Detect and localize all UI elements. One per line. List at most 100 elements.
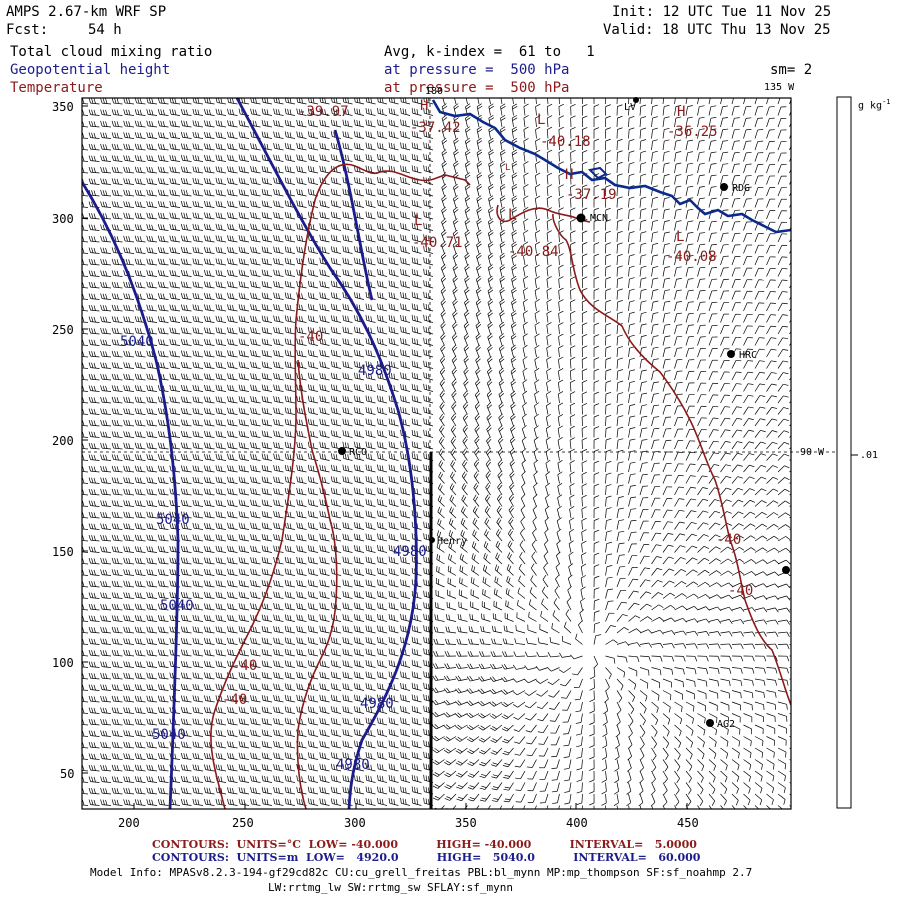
wind-barb [89,259,100,265]
wind-barb [353,120,365,127]
wind-barb [376,568,388,575]
wind-barb [721,312,730,324]
wind-barb [319,223,331,230]
wind-barb [342,637,354,644]
wind-barb [709,474,719,486]
wind-barb [686,631,698,638]
wind-barb [227,385,239,392]
wind-barb [146,385,158,391]
wind-barb [376,499,388,506]
wind-barb [547,265,553,277]
wind-barb [250,638,262,645]
wind-barb [100,155,111,161]
wind-barb [652,289,659,301]
wind-barb [617,231,623,242]
wind-barb [77,581,88,587]
wind-barb [606,151,611,162]
wind-barb [158,454,170,460]
wind-barb [215,166,227,173]
wind-barb [89,627,100,633]
wind-barb [755,499,767,510]
wind-barb [273,488,285,495]
wind-barb [112,201,123,207]
wind-barb [204,143,216,150]
wind-barb [755,105,763,117]
wind-barb [261,500,273,507]
wind-barb [330,373,342,380]
wind-barb [250,649,262,656]
wind-barb [273,603,285,610]
wind-barb [606,392,612,403]
wind-barb [319,143,331,150]
wind-barb [135,98,147,104]
wind-barb [686,323,694,335]
wind-barb [457,590,469,599]
wind-barb [453,104,461,116]
wind-barb [158,305,170,311]
wind-barb [498,391,506,403]
wind-barb [227,649,239,656]
wind-barb [570,242,576,253]
wind-barb [440,322,449,334]
wind-barb [617,116,623,127]
wind-barb [629,174,635,185]
wind-barb [388,131,400,138]
wind-barb [558,357,564,369]
wind-barb [250,500,262,507]
wind-barb [296,591,308,598]
wind-barb [686,556,697,567]
wind-barb [508,506,518,518]
wind-barb [663,151,670,163]
wind-barb [594,151,599,162]
wind-barb [686,593,698,603]
wind-barb [284,292,296,299]
wind-barb [273,155,285,162]
wind-barb [169,328,181,334]
wind-barb [204,304,216,311]
wind-barb [238,339,250,346]
wind-barb [238,385,250,392]
wind-barb [112,466,123,472]
wind-barb [522,426,530,438]
wind-barb [675,416,683,428]
wind-barb [77,501,88,507]
wind-barb [617,392,623,403]
wind-barb [342,522,354,529]
wind-barb [488,276,496,288]
wind-barb [453,150,461,162]
wind-barb [261,166,273,173]
wind-barb [296,488,308,495]
wind-barb [435,566,447,576]
wind-barb [192,166,204,173]
wind-barb [629,496,636,508]
wind-barb [529,587,540,598]
wind-barb [261,442,273,449]
wind-barb [559,651,571,658]
wind-barb [181,419,193,426]
wind-barb [146,374,158,380]
wind-barb [571,150,576,161]
wind-barb [640,289,646,301]
wind-barb [582,277,587,288]
wind-barb [192,649,204,656]
wind-barb [100,98,111,104]
wind-barb [651,656,662,662]
wind-barb [530,564,541,576]
wind-barb [100,385,111,391]
wind-barb [273,385,285,392]
wind-barb [546,449,553,461]
wind-barb [307,407,319,414]
wind-barb [475,333,484,345]
wind-barb [158,293,170,299]
wind-barb [629,312,635,323]
wind-barb [238,132,250,139]
wind-barb [181,143,193,150]
wind-barb [652,415,660,427]
wind-barb [376,522,388,529]
wind-barb [89,397,100,403]
wind-barb [629,128,635,139]
wind-barb [411,430,423,438]
wind-barb [686,474,696,486]
wind-barb [755,140,763,152]
wind-barb [342,591,354,598]
